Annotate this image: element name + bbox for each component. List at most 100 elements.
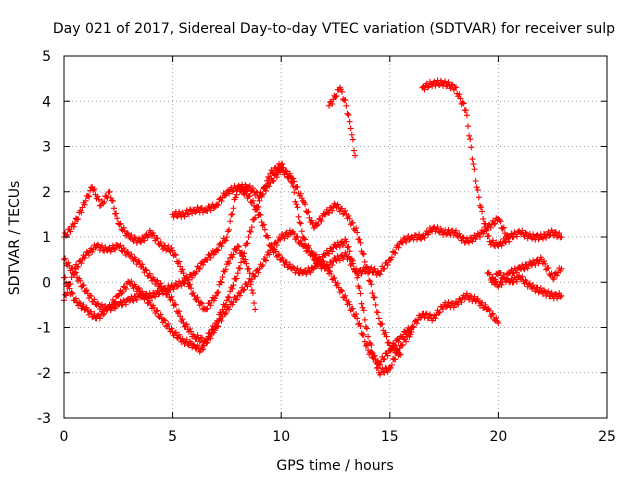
data-point [467, 136, 474, 143]
data-point [233, 275, 240, 282]
data-point [176, 258, 183, 265]
data-point [211, 295, 218, 302]
data-point [81, 254, 88, 261]
data-point [222, 237, 229, 244]
data-point [241, 250, 248, 257]
data-point [160, 316, 167, 323]
data-point [302, 236, 309, 243]
data-point [207, 207, 214, 214]
data-point [448, 81, 455, 88]
data-point [196, 265, 203, 272]
data-point [178, 282, 185, 289]
data-point [69, 265, 76, 272]
data-point [193, 268, 200, 275]
data-point [453, 227, 460, 234]
data-point [277, 236, 284, 243]
data-point [272, 248, 279, 255]
chart-title: Day 021 of 2017, Sidereal Day-to-day VTE… [53, 21, 615, 37]
data-point [294, 204, 301, 211]
data-point [116, 243, 123, 250]
data-point [554, 272, 561, 279]
data-point [329, 100, 336, 107]
data-point [214, 246, 221, 253]
data-point [550, 276, 557, 283]
data-point [519, 227, 526, 234]
data-point [501, 238, 508, 245]
data-point [423, 310, 430, 317]
data-point [183, 321, 190, 328]
data-point [432, 315, 439, 322]
data-point [204, 207, 211, 214]
data-point [464, 123, 471, 130]
data-point [334, 280, 341, 287]
data-point [91, 310, 98, 317]
data-point [122, 285, 129, 292]
data-point [480, 215, 487, 222]
x-tick-label: 0 [60, 429, 69, 445]
data-points [61, 77, 565, 378]
data-point [539, 235, 546, 242]
data-point [228, 211, 235, 218]
data-point [388, 362, 395, 369]
data-point [403, 238, 410, 245]
data-point [461, 295, 468, 302]
data-point [222, 266, 229, 273]
data-point [192, 208, 199, 215]
data-point [499, 225, 506, 232]
data-point [430, 224, 437, 231]
data-point [365, 333, 372, 340]
data-point [276, 251, 283, 258]
data-point [395, 338, 402, 345]
data-point [530, 282, 537, 289]
data-point [244, 283, 251, 290]
data-point [334, 201, 341, 208]
data-point [291, 230, 298, 237]
data-point [194, 204, 201, 211]
data-point [172, 329, 179, 336]
data-point [157, 239, 164, 246]
data-point [361, 316, 368, 323]
data-point [154, 307, 161, 314]
data-point [474, 295, 481, 302]
x-tick-label: 20 [489, 429, 507, 445]
data-point [122, 301, 129, 308]
data-point [255, 269, 262, 276]
data-point [133, 296, 140, 303]
data-point [394, 347, 401, 354]
data-point [221, 237, 228, 244]
data-point [368, 341, 375, 348]
data-point [151, 232, 158, 239]
data-point [329, 262, 336, 269]
data-point [358, 300, 365, 307]
data-point [189, 210, 196, 217]
data-point [344, 110, 351, 117]
data-point [392, 356, 399, 363]
data-point [72, 295, 79, 302]
data-point [84, 192, 91, 199]
data-point [399, 239, 406, 246]
data-point [312, 251, 319, 258]
data-point [357, 290, 364, 297]
data-point [248, 276, 255, 283]
data-point [301, 235, 308, 242]
x-tick-label: 5 [168, 429, 177, 445]
data-point [445, 79, 452, 86]
data-point [286, 170, 293, 177]
data-point [191, 292, 198, 299]
data-point [194, 342, 201, 349]
data-point [473, 184, 480, 191]
data-point [491, 221, 498, 228]
data-point [354, 229, 361, 236]
data-point [533, 232, 540, 239]
data-point [244, 186, 251, 193]
data-point [311, 252, 318, 259]
data-point [246, 192, 253, 199]
data-point [435, 81, 442, 88]
data-point [447, 85, 454, 92]
data-point [323, 262, 330, 269]
data-point [171, 330, 178, 337]
data-point [246, 182, 253, 189]
data-point [110, 205, 117, 212]
data-point [384, 352, 391, 359]
